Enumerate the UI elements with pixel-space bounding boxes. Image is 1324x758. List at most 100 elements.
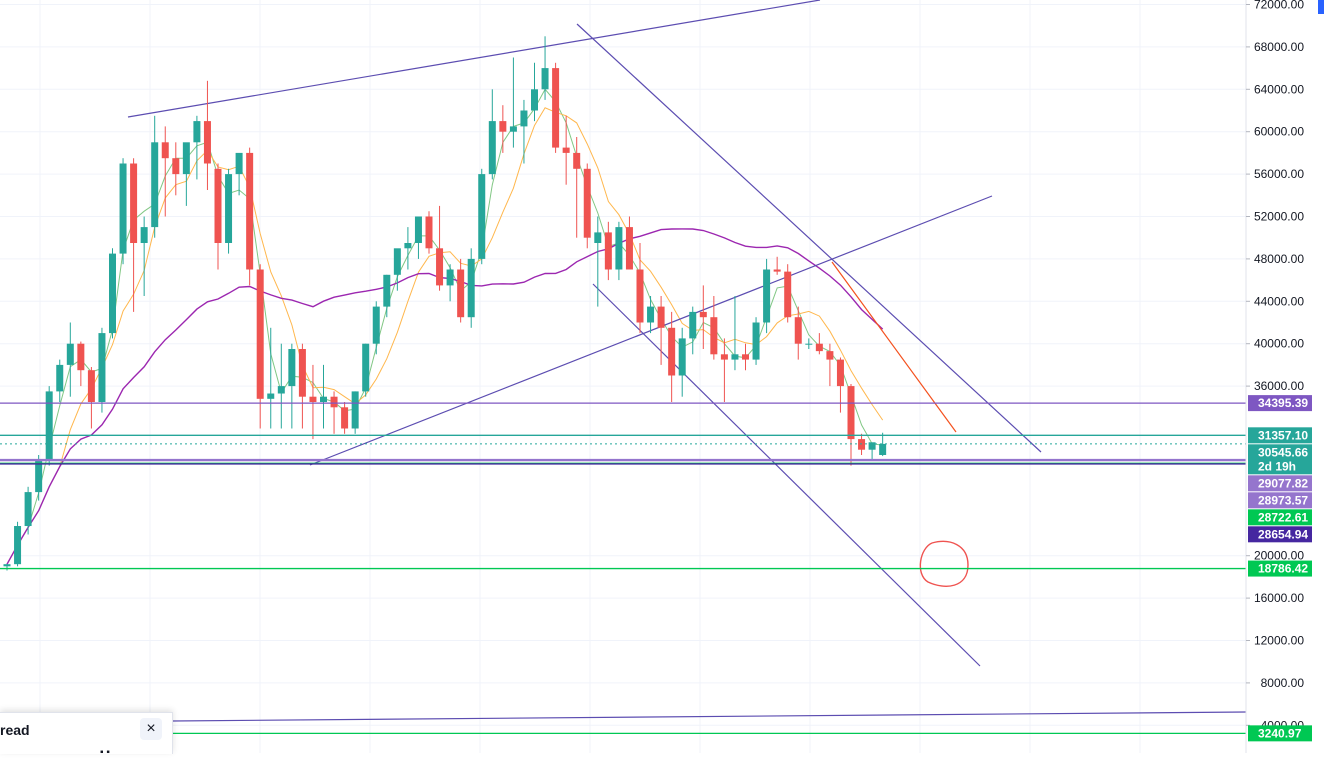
candle-body [615,227,623,270]
candle [699,285,707,349]
candle [414,216,422,259]
candle [562,115,570,185]
candle-body [414,216,422,243]
price-tag-label: 34395.39 [1258,396,1308,410]
candle-layer [3,36,887,571]
candle-body [267,393,275,399]
candle [457,258,465,323]
candle [773,256,781,275]
candle-body [657,306,665,328]
candle-body [235,152,243,175]
candle [509,57,517,148]
candle [815,333,823,355]
candle [98,327,106,413]
candle-body [509,126,517,132]
candle [109,248,116,339]
candle [868,442,876,461]
candle [752,317,760,365]
candle-body [436,248,444,286]
price-tag-label: 28722.61 [1258,510,1308,524]
candle [235,152,243,196]
axis-tick-label: 64000.00 [1254,82,1304,96]
trendline[interactable] [576,23,1042,453]
candle-body [372,306,380,344]
candle-body [689,311,697,339]
circle-annotation[interactable] [919,540,969,587]
candle [425,211,433,254]
price-tag-label: 31357.10 [1258,428,1308,442]
candle [130,158,138,312]
candle-body [45,391,53,461]
price-axis[interactable]: 72000.00 68000.00 64000.00 60000.00 56000.00… [1245,0,1324,753]
countdown-label: 2d 19h [1258,459,1296,473]
candle-body [647,306,655,323]
axis-scroll-marker[interactable] [1318,0,1324,14]
price-tag-bg [1248,475,1312,492]
candle [647,296,655,334]
candle-body [636,269,644,323]
candle-body [847,386,855,440]
candle [879,432,887,457]
candle-body [552,68,560,148]
candle [341,402,349,434]
candle [193,115,201,180]
trendline[interactable] [171,711,1247,722]
candle-body [203,121,211,164]
price-tag: 28973.57 [1248,492,1312,509]
candle-body [87,370,95,402]
candle [288,343,296,429]
candle [531,62,538,122]
trendline[interactable] [127,0,821,118]
axis-tick-label: 40000.00 [1254,337,1304,351]
candle [763,258,771,334]
candle [140,216,148,296]
candle-body [752,322,760,360]
candle-body [362,343,370,392]
candle [731,296,739,371]
price-tag: 28722.61 [1248,509,1312,526]
candle-body [298,349,306,397]
price-axis-bg [1246,0,1324,753]
candle [246,147,254,286]
candle [552,62,560,153]
candle-body [699,311,707,318]
price-tag: 31357.10 [1248,427,1312,444]
candle-body [763,269,771,323]
candle [478,168,486,265]
candle-body [604,232,612,270]
candle [87,367,95,429]
candle-body [457,269,465,318]
candle-body [499,121,507,132]
close-icon[interactable]: × [140,718,162,740]
candle-body [404,243,412,249]
candle-body [56,364,64,392]
candle-body [172,158,180,175]
candle-body [562,147,570,153]
candle-body [66,343,74,365]
trendline[interactable] [592,283,981,667]
horizontal-level-layer[interactable] [0,402,1246,734]
candle [24,486,32,535]
candle-body [836,359,844,387]
candle [678,327,686,397]
axis-tick-label: 52000.00 [1254,210,1304,224]
candle-body [130,163,138,243]
candle [151,115,159,238]
moving-average-line [6,228,884,565]
axis-tick-label: 36000.00 [1254,379,1304,393]
candle-body [151,142,159,228]
axis-tick-label: 72000.00 [1254,0,1304,12]
axis-tick-label: 56000.00 [1254,167,1304,181]
candle [182,142,190,206]
candle [657,296,665,365]
candle-body [35,460,43,493]
candle-body [182,142,190,175]
trendline-layer[interactable] [127,0,1247,722]
candle-body [3,564,11,567]
candle-body [520,110,528,127]
candle [794,306,802,360]
candle [383,274,391,318]
candle-body [815,343,823,352]
